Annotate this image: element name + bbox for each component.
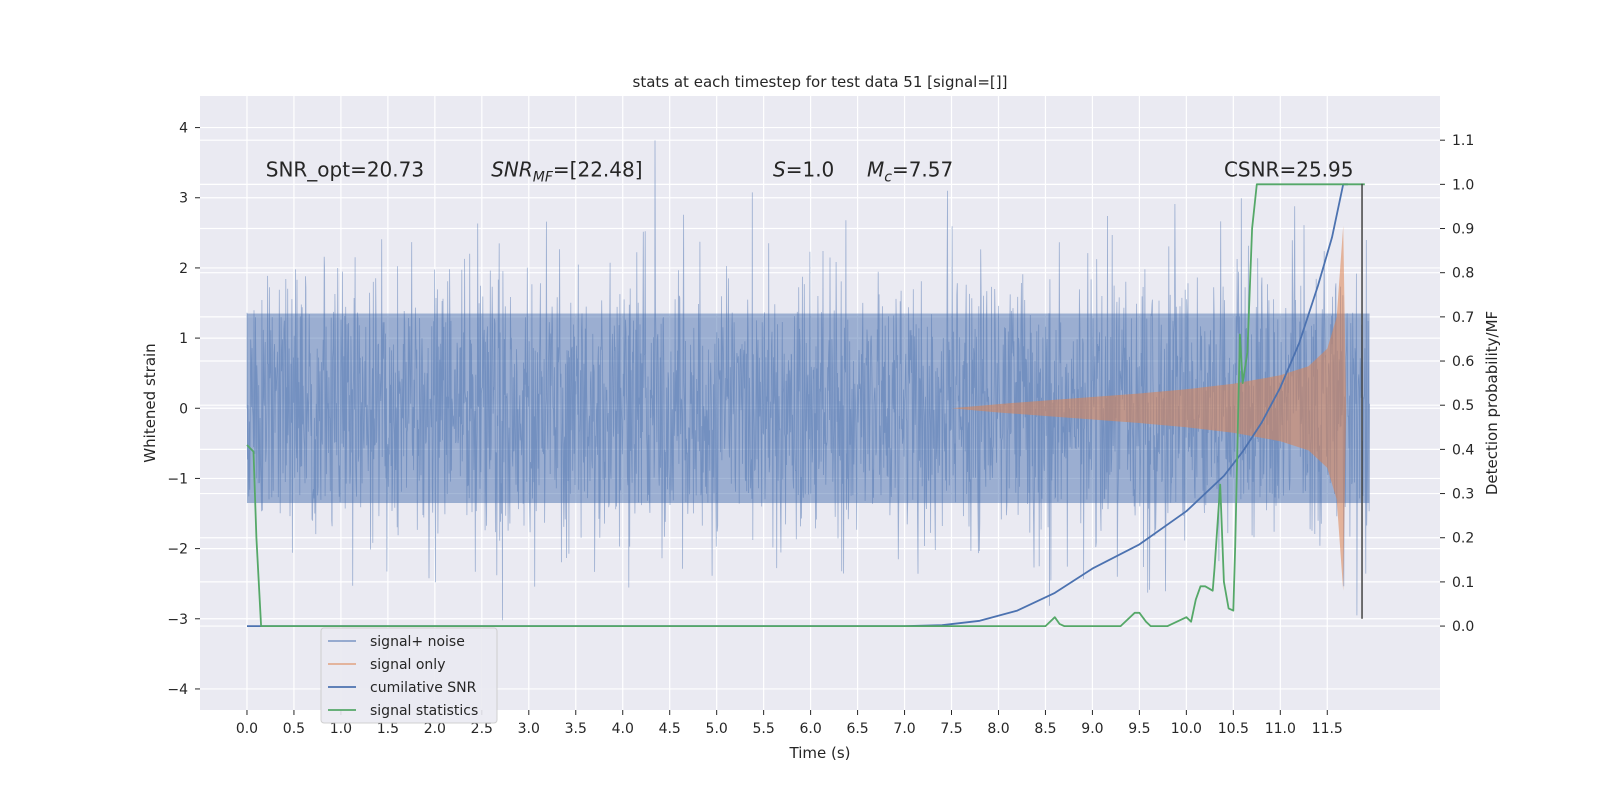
x-tick-label-8: 4.0 <box>612 721 634 737</box>
y2-tick-label-6: 0.6 <box>1452 354 1474 370</box>
signal-only-area <box>951 225 1347 591</box>
y2-tick-label-5: 0.5 <box>1452 398 1474 414</box>
cumulative-snr-line <box>247 183 1348 627</box>
y2-tick-label-10: 1.0 <box>1452 177 1474 193</box>
annotations: SNR_opt=20.73 SNRMF=[22.48] S=1.0 Mc=7.57 CS… <box>266 158 1354 186</box>
signal-statistics-line <box>246 183 1365 627</box>
x-tick-label-15: 7.5 <box>940 721 962 737</box>
x-tick-label-21: 10.5 <box>1218 721 1249 737</box>
x-tick-label-5: 2.5 <box>471 721 493 737</box>
y-tick-label-4: 0 <box>179 401 188 417</box>
y-tick-label-2: −2 <box>167 542 188 558</box>
y2-tick-label-3: 0.3 <box>1452 487 1474 503</box>
annotation-3: Mc=7.57 <box>867 158 953 186</box>
annotation-4: CSNR=25.95 <box>1224 158 1354 182</box>
x-tick-label-23: 11.5 <box>1312 721 1343 737</box>
legend-label-2: cumilative SNR <box>370 680 477 696</box>
x-tick-label-22: 11.0 <box>1265 721 1296 737</box>
x-axis-label: Time (s) <box>789 744 851 762</box>
x-tick-label-19: 9.5 <box>1128 721 1150 737</box>
x-tick-label-11: 5.5 <box>753 721 775 737</box>
x-tick-label-6: 3.0 <box>518 721 540 737</box>
y-tick-label-8: 4 <box>179 121 188 137</box>
signal-noise-line <box>246 140 1370 621</box>
x-tick-label-9: 4.5 <box>659 721 681 737</box>
x-tick-label-14: 7.0 <box>893 721 915 737</box>
x-tick-label-7: 3.5 <box>565 721 587 737</box>
y-tick-label-6: 2 <box>179 261 188 277</box>
y2-tick-label-0: 0.0 <box>1452 619 1474 635</box>
line-series <box>246 183 1365 627</box>
x-tick-label-18: 9.0 <box>1081 721 1103 737</box>
x-tick-label-17: 8.5 <box>1034 721 1056 737</box>
x-tick-label-3: 1.5 <box>377 721 399 737</box>
x-tick-label-4: 2.0 <box>424 721 446 737</box>
x-tick-label-13: 6.5 <box>846 721 868 737</box>
y2-tick-label-2: 0.2 <box>1452 531 1474 547</box>
y2-tick-label-4: 0.4 <box>1452 442 1474 458</box>
legend: signal+ noise signal only cumilative SNR si… <box>320 627 498 724</box>
x-tick-label-2: 1.0 <box>330 721 352 737</box>
y2-tick-label-11: 1.1 <box>1452 133 1474 149</box>
y2-axis-label: Detection probability/MF <box>1483 311 1501 495</box>
signal-only-series <box>951 225 1347 591</box>
x-tick-label-12: 6.0 <box>799 721 821 737</box>
y-tick-label-0: −4 <box>167 682 188 698</box>
legend-box <box>320 627 498 724</box>
legend-label-1: signal only <box>370 657 445 673</box>
x-tick-label-20: 10.0 <box>1171 721 1202 737</box>
x-tick-label-0: 0.0 <box>236 721 258 737</box>
y-tick-label-7: 3 <box>179 191 188 207</box>
y2-tick-label-7: 0.7 <box>1452 310 1474 326</box>
y2-tick-label-8: 0.8 <box>1452 266 1474 282</box>
annotation-0: SNR_opt=20.73 <box>266 158 424 182</box>
y-tick-label-1: −3 <box>167 612 188 628</box>
legend-label-3: signal statistics <box>370 703 478 719</box>
y-tick-label-3: −1 <box>167 471 188 487</box>
x-tick-label-16: 8.0 <box>987 721 1009 737</box>
y2-tick-label-1: 0.1 <box>1452 575 1474 591</box>
y2-tick-label-9: 0.9 <box>1452 222 1474 238</box>
annotation-2: S=1.0 <box>773 158 834 182</box>
y-axis-label: Whitened strain <box>141 343 159 462</box>
x-tick-label-10: 5.0 <box>706 721 728 737</box>
legend-label-0: signal+ noise <box>370 634 465 650</box>
x-tick-label-1: 0.5 <box>283 721 305 737</box>
y-axis-ticks: −4 −3 −2 −1 0 1 2 3 4 <box>167 121 200 698</box>
y2-axis-ticks: 0.0 0.1 0.2 0.3 0.4 0.5 0.6 0.7 0.8 0.9 1.0 1.1 <box>1440 133 1474 635</box>
chart-title: stats at each timestep for test data 51 … <box>633 73 1008 91</box>
annotation-1: SNRMF=[22.48] <box>491 158 642 186</box>
x-axis-ticks: 0.0 0.5 1.0 1.5 2.0 2.5 3.0 3.5 4.0 4.5 5.0 5.5 6.0 6… <box>236 710 1343 737</box>
y-tick-label-5: 1 <box>179 331 188 347</box>
